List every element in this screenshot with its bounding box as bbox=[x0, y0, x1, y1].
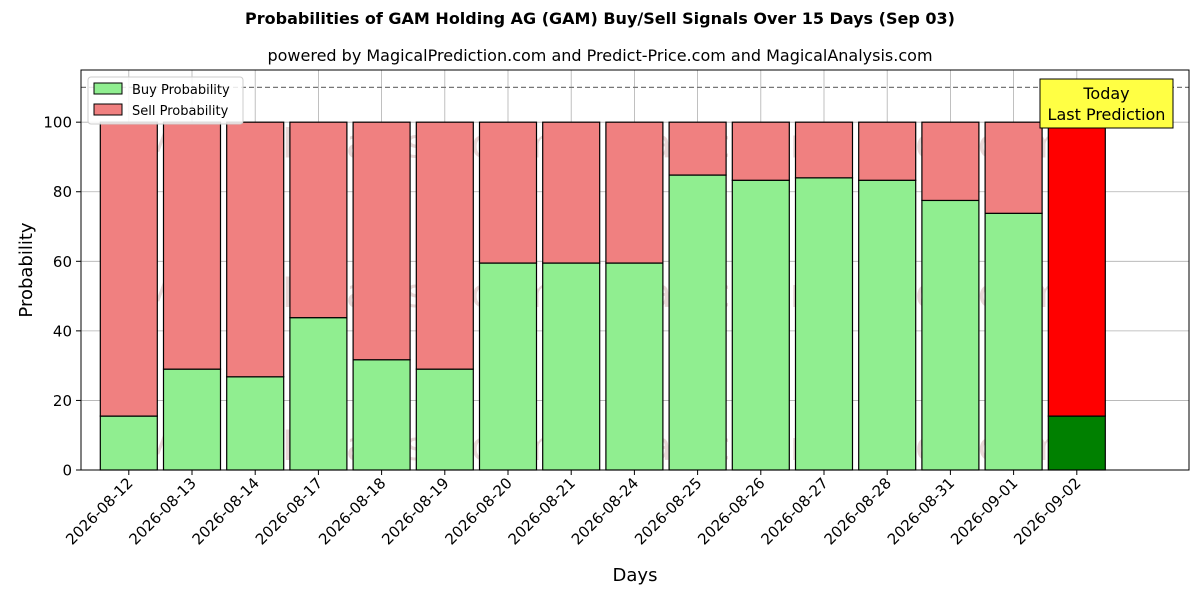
sell-bar bbox=[289, 121, 348, 319]
sell-bar bbox=[731, 121, 790, 181]
annotation-line-1: Today bbox=[1082, 84, 1129, 103]
x-tick-label: 2026-08-25 bbox=[631, 474, 705, 548]
x-tick-label: 2026-08-20 bbox=[441, 474, 515, 548]
x-tick-label: 2026-08-31 bbox=[884, 474, 958, 548]
y-axis-label: Probability bbox=[16, 222, 37, 317]
x-tick-label: 2026-08-17 bbox=[252, 474, 326, 548]
x-tick-label: 2026-09-01 bbox=[947, 474, 1021, 548]
sell-bar bbox=[542, 121, 601, 264]
buy-bar bbox=[794, 177, 854, 471]
buy-bar bbox=[1047, 415, 1106, 471]
y-tick-label: 20 bbox=[53, 392, 72, 410]
x-tick-label: 2026-08-26 bbox=[694, 474, 768, 548]
buy-bar bbox=[478, 262, 538, 471]
annotation-line-2: Last Prediction bbox=[1048, 105, 1166, 124]
legend-label-buy: Buy Probability bbox=[132, 83, 230, 98]
bars bbox=[81, 86, 1189, 471]
buy-bar bbox=[668, 174, 727, 471]
sell-bar bbox=[794, 121, 854, 179]
x-tick-label: 2026-09-02 bbox=[1010, 474, 1084, 548]
y-tick-label: 60 bbox=[53, 253, 72, 271]
sell-bar bbox=[352, 121, 411, 361]
buy-bar bbox=[99, 415, 158, 471]
sell-bar bbox=[1047, 121, 1106, 417]
sell-bar bbox=[858, 121, 917, 181]
x-tick-label: 2026-08-18 bbox=[315, 474, 389, 548]
y-tick-label: 80 bbox=[53, 183, 72, 201]
buy-bar bbox=[415, 368, 474, 471]
legend-swatch-buy bbox=[93, 82, 123, 95]
x-tick-label: 2026-08-21 bbox=[505, 474, 579, 548]
sell-bar bbox=[984, 121, 1043, 214]
legend-box bbox=[87, 76, 244, 125]
today-annotation: Today Last Prediction bbox=[1039, 78, 1174, 129]
y-tick-label: 0 bbox=[62, 462, 72, 480]
x-axis-label: Days bbox=[613, 565, 658, 586]
buy-bar bbox=[226, 376, 285, 471]
sell-bar bbox=[605, 121, 664, 264]
buy-bar bbox=[605, 262, 664, 471]
sell-bar bbox=[415, 121, 474, 370]
sell-bar bbox=[226, 121, 285, 378]
chart-subtitle: powered by MagicalPrediction.com and Pre… bbox=[267, 46, 933, 65]
sell-bar bbox=[478, 121, 538, 264]
legend-swatch-sell bbox=[93, 103, 123, 116]
x-tick-label: 2026-08-14 bbox=[189, 474, 263, 548]
x-tick-label: 2026-08-19 bbox=[378, 474, 452, 548]
legend: Buy Probability Sell Probability bbox=[87, 76, 244, 125]
buy-bar bbox=[858, 179, 917, 471]
x-tick-label: 2026-08-24 bbox=[568, 474, 642, 548]
annotation-box bbox=[1039, 78, 1174, 129]
buy-bar bbox=[542, 262, 601, 471]
legend-label-sell: Sell Probability bbox=[132, 104, 229, 119]
sell-bar bbox=[668, 121, 727, 176]
x-tick-label: 2026-08-28 bbox=[821, 474, 895, 548]
buy-bar bbox=[921, 199, 980, 471]
buy-bar bbox=[731, 179, 790, 471]
buy-bar bbox=[352, 359, 411, 471]
buy-bar bbox=[289, 317, 348, 471]
sell-bar bbox=[99, 121, 158, 417]
sell-bar bbox=[162, 121, 222, 370]
y-tick-label: 100 bbox=[43, 114, 72, 132]
x-tick-label: 2026-08-13 bbox=[125, 474, 199, 548]
y-tick-label: 40 bbox=[53, 322, 72, 340]
x-tick-label: 2026-08-27 bbox=[757, 474, 831, 548]
buy-bar bbox=[984, 212, 1043, 471]
x-tick-label: 2026-08-12 bbox=[62, 474, 136, 548]
chart-title: Probabilities of GAM Holding AG (GAM) Bu… bbox=[245, 9, 955, 28]
sell-bar bbox=[921, 121, 980, 202]
plot-frame bbox=[80, 69, 1190, 471]
buy-bar bbox=[162, 368, 222, 471]
